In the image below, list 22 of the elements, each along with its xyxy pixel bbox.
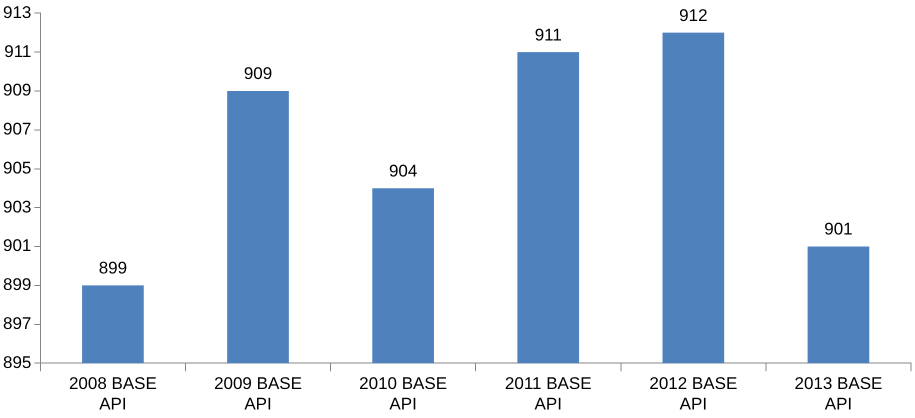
- y-tick-label: 913: [2, 2, 32, 22]
- y-tick-label: 897: [2, 314, 32, 333]
- y-tick-label: 905: [2, 158, 32, 178]
- data-label: 911: [534, 25, 562, 44]
- x-tick-label: 2010 BASE API: [359, 374, 448, 414]
- x-tick-label: 2009 BASE API: [214, 374, 302, 414]
- x-tick-label: 2008 BASE API: [68, 374, 157, 414]
- data-label: 901: [824, 220, 853, 239]
- y-tick-label: 907: [2, 120, 32, 139]
- x-tick-label: 2013 BASE API: [794, 374, 882, 414]
- data-label: 912: [679, 6, 708, 25]
- data-label: 909: [244, 64, 272, 84]
- data-label: 899: [98, 258, 128, 278]
- x-tick-label: 2012 BASE API: [649, 374, 738, 414]
- y-tick-label: 901: [2, 236, 32, 256]
- y-tick-label: 903: [2, 197, 32, 216]
- y-tick-label: 911: [4, 42, 32, 61]
- x-tick-label: 2011 BASE API: [504, 374, 592, 414]
- y-tick-label: 909: [2, 80, 32, 100]
- data-label: 904: [388, 161, 418, 180]
- y-tick-label: 899: [2, 275, 32, 294]
- y-tick-label: 895: [2, 352, 32, 372]
